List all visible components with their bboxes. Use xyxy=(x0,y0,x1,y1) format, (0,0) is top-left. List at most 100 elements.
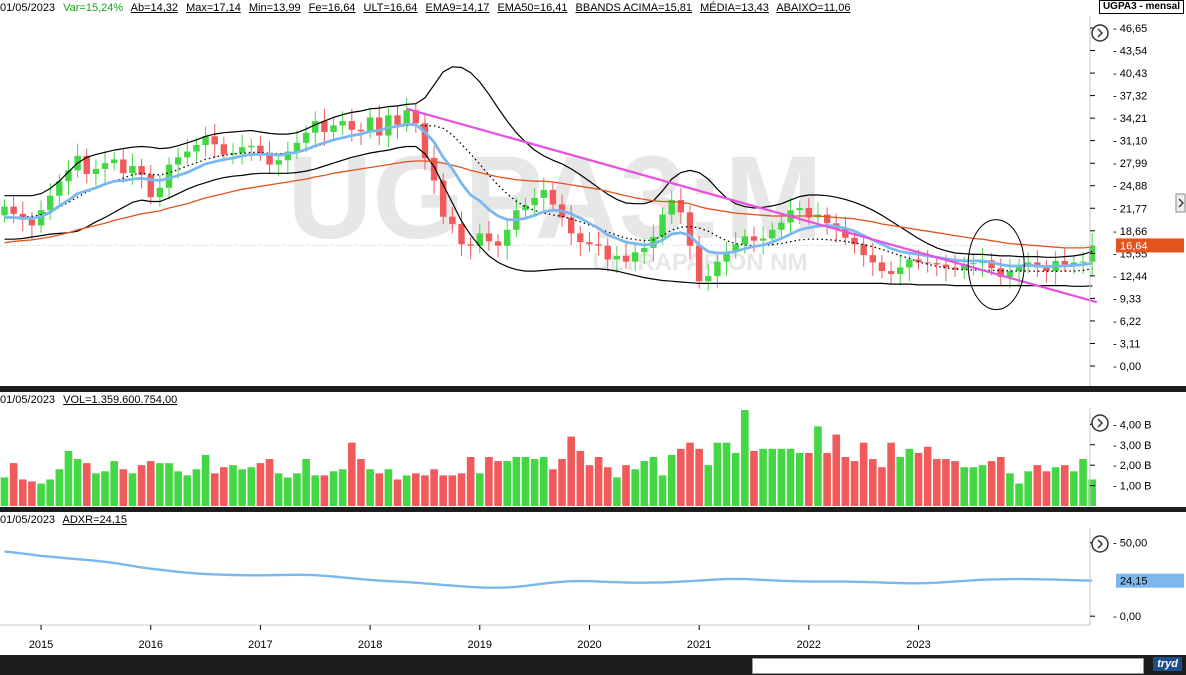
volume-bar[interactable] xyxy=(402,475,411,506)
candle-body[interactable] xyxy=(686,212,694,246)
volume-bar[interactable] xyxy=(887,442,895,506)
candle-body[interactable] xyxy=(156,187,164,198)
candle-body[interactable] xyxy=(778,222,785,230)
candle-body[interactable] xyxy=(430,158,438,181)
candle-body[interactable] xyxy=(129,166,136,174)
candle-body[interactable] xyxy=(577,233,584,243)
volume-bar[interactable] xyxy=(978,465,987,506)
volume-bar[interactable] xyxy=(576,450,585,506)
volume-bar[interactable] xyxy=(183,475,192,506)
volume-bar[interactable] xyxy=(942,459,950,506)
volume-bar[interactable] xyxy=(494,461,502,506)
candle-body[interactable] xyxy=(714,261,721,277)
candle-body[interactable] xyxy=(750,236,758,241)
candle-body[interactable] xyxy=(668,200,675,215)
candle-body[interactable] xyxy=(28,219,36,226)
volume-bar[interactable] xyxy=(1079,459,1087,506)
candle-body[interactable] xyxy=(659,214,666,238)
volume-bar[interactable] xyxy=(695,448,703,506)
candle-body[interactable] xyxy=(494,241,502,246)
volume-bar[interactable] xyxy=(530,459,539,506)
volume-bar[interactable] xyxy=(210,473,219,506)
volume-bar[interactable] xyxy=(859,442,868,506)
candle-body[interactable] xyxy=(220,144,228,155)
volume-bar[interactable] xyxy=(174,471,182,506)
chevron-right-icon[interactable] xyxy=(1091,24,1109,42)
volume-bar[interactable] xyxy=(731,452,740,506)
candle-body[interactable] xyxy=(887,271,895,274)
volume-bar[interactable] xyxy=(923,446,932,506)
volume-bar[interactable] xyxy=(101,471,109,506)
candle-body[interactable] xyxy=(769,229,776,239)
candle-body[interactable] xyxy=(376,117,383,136)
volume-bar[interactable] xyxy=(667,454,676,506)
volume-bar[interactable] xyxy=(156,463,164,506)
candle-body[interactable] xyxy=(412,110,419,124)
volume-bar[interactable] xyxy=(631,469,639,506)
volume-bar[interactable] xyxy=(338,469,347,506)
volume-bar[interactable] xyxy=(55,469,64,506)
candle-body[interactable] xyxy=(147,174,154,198)
volume-bar[interactable] xyxy=(768,448,777,506)
candle-body[interactable] xyxy=(229,152,237,155)
volume-bar[interactable] xyxy=(229,465,237,506)
candle-body[interactable] xyxy=(238,147,246,153)
panel-separator[interactable] xyxy=(0,507,1186,512)
volume-bar[interactable] xyxy=(366,469,374,506)
volume-bar[interactable] xyxy=(686,442,694,506)
volume-bar[interactable] xyxy=(348,442,356,506)
volume-bar[interactable] xyxy=(1024,471,1032,506)
volume-panel[interactable]: 01/05/2023 VOL=1.359.600.754,00 - 4,00 B… xyxy=(0,392,1186,507)
candle-body[interactable] xyxy=(120,159,127,174)
volume-bar[interactable] xyxy=(722,442,731,506)
candle-body[interactable] xyxy=(92,168,100,174)
candle-body[interactable] xyxy=(1015,266,1023,272)
candle-body[interactable] xyxy=(759,238,767,241)
collapse-button[interactable] xyxy=(1091,414,1109,432)
volume-bar[interactable] xyxy=(119,469,128,506)
candle-body[interactable] xyxy=(586,242,593,245)
volume-bar[interactable] xyxy=(558,459,566,506)
adx-panel[interactable]: 01/05/2023 ADXR=24,15 - 50,00 - 0,00 24,15… xyxy=(0,512,1186,655)
volume-bar[interactable] xyxy=(585,465,594,506)
volume-bar[interactable] xyxy=(128,473,137,506)
volume-bar[interactable] xyxy=(265,459,274,506)
volume-bar[interactable] xyxy=(823,452,831,506)
candle-body[interactable] xyxy=(851,237,858,245)
volume-bar[interactable] xyxy=(832,434,841,506)
volume-bar[interactable] xyxy=(412,473,420,506)
volume-bar[interactable] xyxy=(567,436,575,506)
volume-bar[interactable] xyxy=(1033,465,1042,506)
volume-bar[interactable] xyxy=(677,448,685,506)
volume-bar[interactable] xyxy=(302,459,310,506)
candle-body[interactable] xyxy=(275,160,282,165)
candle-body[interactable] xyxy=(613,255,621,260)
volume-bar[interactable] xyxy=(878,467,886,506)
price-chart[interactable]: UGPA3:M ULTRAPAR ON NM - 46,65- 43,54- 4… xyxy=(0,0,1186,386)
volume-bar[interactable] xyxy=(238,469,246,506)
volume-bar[interactable] xyxy=(896,457,905,506)
volume-bar[interactable] xyxy=(73,459,82,506)
candle-body[interactable] xyxy=(997,268,1004,277)
volume-bar[interactable] xyxy=(750,450,758,506)
volume-bar[interactable] xyxy=(1042,471,1051,506)
volume-bar[interactable] xyxy=(220,467,228,506)
volume-bar[interactable] xyxy=(1051,467,1060,506)
candle-body[interactable] xyxy=(321,121,328,132)
candle-body[interactable] xyxy=(284,151,292,161)
candle-body[interactable] xyxy=(805,208,813,218)
volume-bar[interactable] xyxy=(603,467,612,506)
horizontal-scrollbar[interactable] xyxy=(752,658,1144,674)
volume-bar[interactable] xyxy=(649,457,658,506)
candle-body[interactable] xyxy=(906,259,913,268)
volume-bar[interactable] xyxy=(293,473,301,506)
volume-bar[interactable] xyxy=(384,469,393,506)
volume-bar[interactable] xyxy=(9,463,18,506)
volume-bar[interactable] xyxy=(850,461,859,506)
candle-body[interactable] xyxy=(933,263,940,265)
candle-body[interactable] xyxy=(476,233,483,246)
candle-body[interactable] xyxy=(951,267,959,270)
candle-body[interactable] xyxy=(549,189,557,205)
volume-bar[interactable] xyxy=(475,473,484,506)
side-scroll-button[interactable] xyxy=(1175,193,1186,213)
